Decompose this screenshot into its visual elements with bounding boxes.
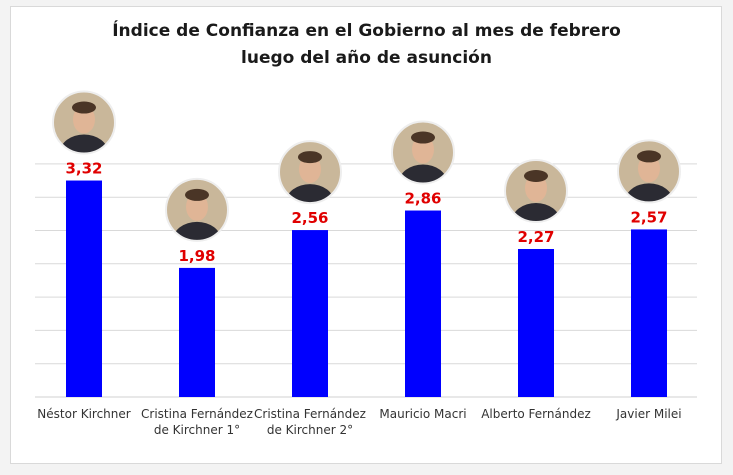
x-tick-label: Javier Milei [584,406,714,422]
bar [518,248,554,397]
x-tick-label-line: Néstor Kirchner [37,407,131,421]
president-photo [391,120,455,185]
data-label: 2,56 [291,209,328,227]
data-label: 3,32 [65,160,102,178]
data-label: 2,86 [404,190,441,208]
data-label: 2,57 [630,208,667,226]
president-photo [165,177,229,242]
president-photo [52,90,116,155]
x-tick-label: Cristina Fernández de Kirchner 2° [245,406,375,438]
president-photo [278,140,342,205]
president-photo [504,158,568,223]
data-label: 1,98 [178,247,215,265]
x-tick-label-line: de Kirchner 1° [153,423,241,437]
chart-title-line2: luego del año de asunción [241,48,492,68]
x-tick-label-line: Cristina Fernández [254,407,366,421]
x-tick-label-line: Alberto Fernández [481,407,591,421]
data-label: 2,27 [517,228,554,246]
bar [292,230,328,397]
chart-card [10,6,722,464]
bar [66,180,102,397]
bar [405,210,441,397]
president-photo [617,139,681,204]
x-tick-label: Néstor Kirchner [19,406,149,422]
chart-title-line1: Índice de Confianza en el Gobierno al me… [112,21,621,41]
bar [631,229,667,397]
x-tick-label-line: Cristina Fernández [141,407,253,421]
x-tick-label-line: Mauricio Macri [379,407,467,421]
x-tick-label-line: Javier Milei [616,407,682,421]
bar [179,267,215,397]
x-tick-label: Cristina Fernández de Kirchner 1° [132,406,262,438]
x-tick-label: Mauricio Macri [358,406,488,422]
x-tick-label-line: de Kirchner 2° [266,423,354,437]
x-tick-label: Alberto Fernández [471,406,601,422]
